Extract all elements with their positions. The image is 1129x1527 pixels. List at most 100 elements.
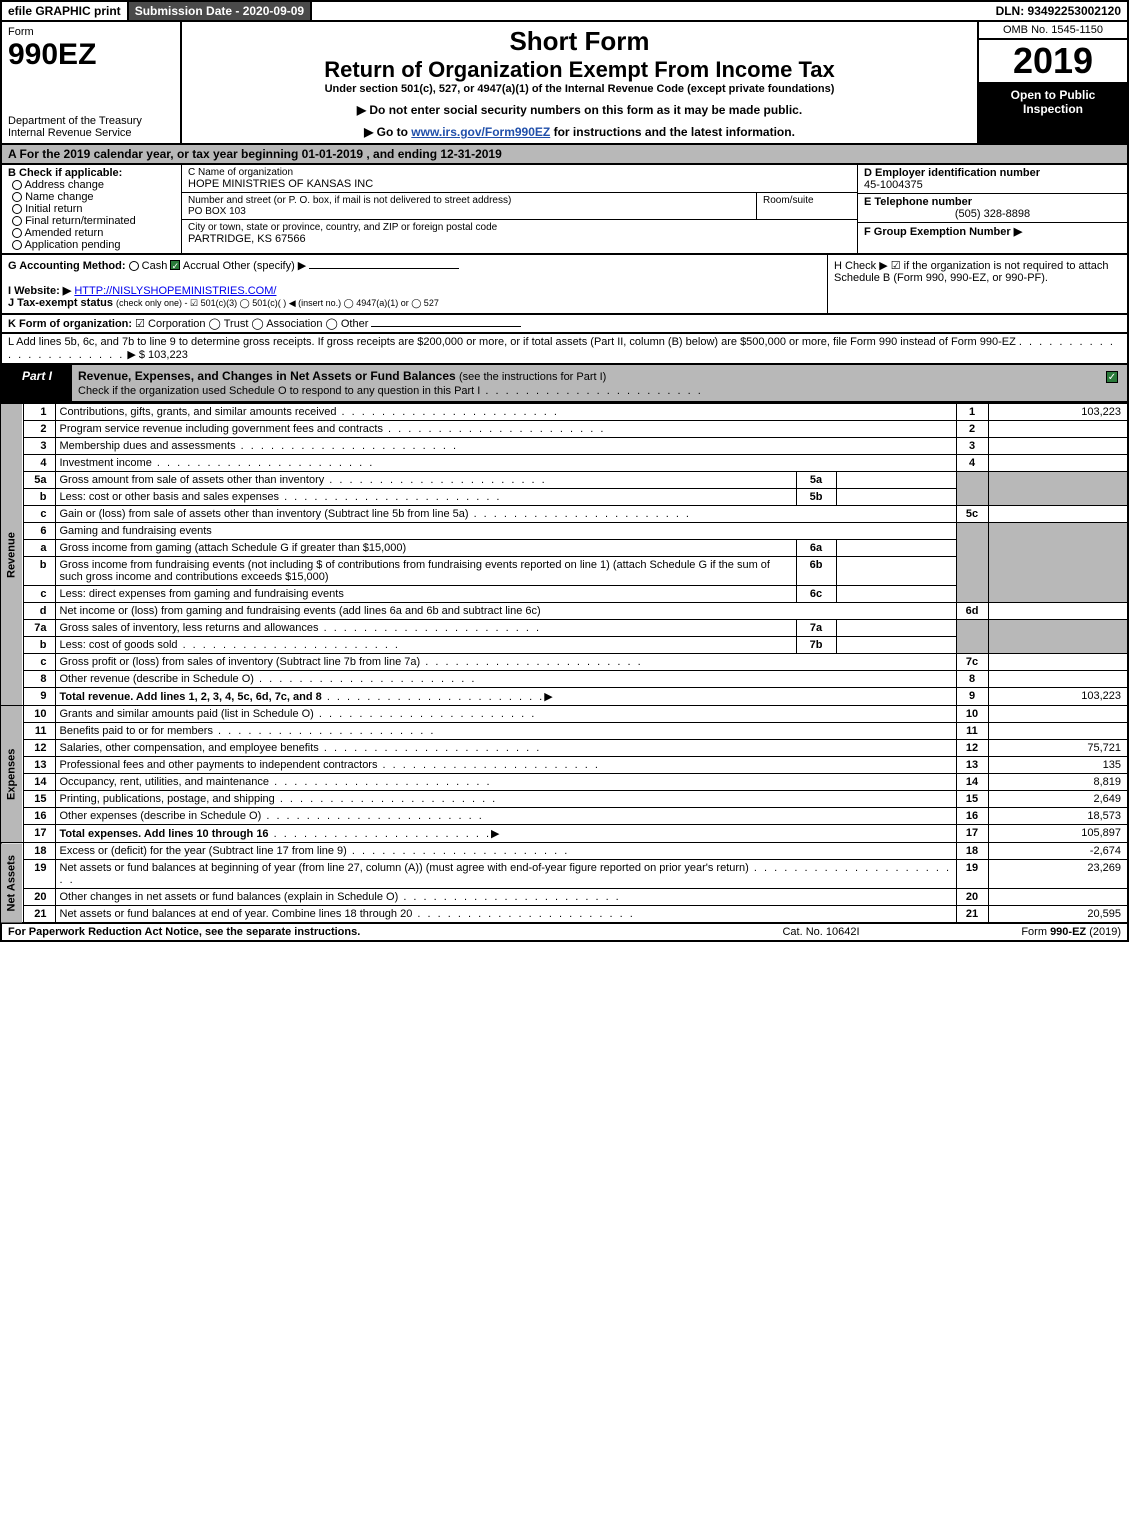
g-other[interactable]: Other (specify) ▶ <box>223 260 307 272</box>
ein-label: D Employer identification number <box>864 167 1040 179</box>
note-goto-post: for instructions and the latest informat… <box>554 125 795 139</box>
line-21-desc: Net assets or fund balances at end of ye… <box>60 908 413 920</box>
line-8-amt <box>988 671 1128 688</box>
efile-print[interactable]: efile GRAPHIC print <box>2 2 129 20</box>
col-c: C Name of organization HOPE MINISTRIES O… <box>182 165 857 253</box>
opt-name-change[interactable]: Name change <box>12 191 175 203</box>
line-13-amt: 135 <box>988 757 1128 774</box>
city-block: City or town, state or province, country… <box>182 220 857 247</box>
website-link[interactable]: HTTP://NISLYSHOPEMINISTRIES.COM/ <box>74 285 276 297</box>
revenue-label: Revenue <box>1 404 23 706</box>
opt-address-change[interactable]: Address change <box>12 179 175 191</box>
line-2-desc: Program service revenue including govern… <box>60 423 383 435</box>
line-18-amt: -2,674 <box>988 843 1128 860</box>
line-1-amt: 103,223 <box>988 404 1128 421</box>
footer-formref: Form 990-EZ (2019) <box>921 926 1121 938</box>
form-label: Form <box>8 26 174 38</box>
line-3-desc: Membership dues and assessments <box>60 440 236 452</box>
line-20-desc: Other changes in net assets or fund bala… <box>60 891 399 903</box>
lines-table: Revenue 1 Contributions, gifts, grants, … <box>0 403 1129 924</box>
k-text: ☑ Corporation ◯ Trust ◯ Association ◯ Ot… <box>135 318 368 330</box>
omb-number: OMB No. 1545-1150 <box>979 22 1127 40</box>
l-text: L Add lines 5b, 6c, and 7b to line 9 to … <box>8 336 1016 348</box>
line-6b-desc: Gross income from fundraising events (no… <box>55 557 796 586</box>
line-14-amt: 8,819 <box>988 774 1128 791</box>
opt-final-return[interactable]: Final return/terminated <box>12 215 175 227</box>
department: Department of the Treasury Internal Reve… <box>8 115 174 139</box>
note-goto: ▶ Go to www.irs.gov/Form990EZ for instru… <box>186 125 973 139</box>
line-18-desc: Excess or (deficit) for the year (Subtra… <box>60 845 347 857</box>
tax-year: 2019 <box>979 40 1127 84</box>
line-10-desc: Grants and similar amounts paid (list in… <box>60 708 314 720</box>
dln: DLN: 93492253002120 <box>990 2 1127 20</box>
header-left: Form 990EZ Department of the Treasury In… <box>2 22 182 143</box>
h-check: H Check ▶ ☑ if the organization is not r… <box>827 255 1127 313</box>
note-ssn: ▶ Do not enter social security numbers o… <box>186 103 973 117</box>
expenses-label: Expenses <box>1 706 23 843</box>
line-4-amt <box>988 455 1128 472</box>
line-12-desc: Salaries, other compensation, and employ… <box>60 742 319 754</box>
line-11-desc: Benefits paid to or for members <box>60 725 213 737</box>
line-6c-desc: Less: direct expenses from gaming and fu… <box>60 588 344 600</box>
line-1-desc: Contributions, gifts, grants, and simila… <box>60 406 337 418</box>
line-6d-amt <box>988 603 1128 620</box>
part1-tab: Part I <box>2 365 72 401</box>
footer-paperwork: For Paperwork Reduction Act Notice, see … <box>8 926 721 938</box>
line-5c-desc: Gain or (loss) from sale of assets other… <box>60 508 469 520</box>
org-name-block: C Name of organization HOPE MINISTRIES O… <box>182 165 857 193</box>
l-amount: ▶ $ 103,223 <box>127 349 187 361</box>
city-label: City or town, state or province, country… <box>188 222 497 233</box>
footer: For Paperwork Reduction Act Notice, see … <box>0 924 1129 942</box>
line-4-desc: Investment income <box>60 457 152 469</box>
line-7a-desc: Gross sales of inventory, less returns a… <box>60 622 319 634</box>
line-8-desc: Other revenue (describe in Schedule O) <box>60 673 254 685</box>
g-accounting: G Accounting Method: Cash ✓ Accrual Othe… <box>2 255 827 313</box>
g-accrual[interactable]: Accrual <box>183 260 220 272</box>
line-14-desc: Occupancy, rent, utilities, and maintena… <box>60 776 270 788</box>
g-cash[interactable]: Cash <box>142 260 168 272</box>
submission-date: Submission Date - 2020-09-09 <box>129 2 312 20</box>
header-right: OMB No. 1545-1150 2019 Open to Public In… <box>977 22 1127 143</box>
dept-irs: Internal Revenue Service <box>8 127 174 139</box>
b-label: B Check if applicable: <box>8 167 175 179</box>
line-2-amt <box>988 421 1128 438</box>
line-16-amt: 18,573 <box>988 808 1128 825</box>
col-b: B Check if applicable: Address change Na… <box>2 165 182 253</box>
col-def: D Employer identification number 45-1004… <box>857 165 1127 253</box>
tel-label: E Telephone number <box>864 196 972 208</box>
city-value: PARTRIDGE, KS 67566 <box>188 233 306 245</box>
form-number: 990EZ <box>8 38 174 72</box>
line-11-amt <box>988 723 1128 740</box>
line-15-desc: Printing, publications, postage, and shi… <box>60 793 275 805</box>
top-bar: efile GRAPHIC print Submission Date - 20… <box>0 0 1129 22</box>
spacer <box>312 2 989 20</box>
org-name-label: C Name of organization <box>188 167 293 178</box>
j-label: J Tax-exempt status <box>8 297 113 309</box>
note-goto-pre: ▶ Go to <box>364 125 411 139</box>
addr-label: Number and street (or P. O. box, if mail… <box>188 195 511 206</box>
line-20-amt <box>988 889 1128 906</box>
opt-application-pending[interactable]: Application pending <box>12 239 175 251</box>
irs-link[interactable]: www.irs.gov/Form990EZ <box>411 125 550 139</box>
line-13-desc: Professional fees and other payments to … <box>60 759 378 771</box>
part1-checkbox[interactable]: ✓ <box>1097 365 1127 401</box>
line-7b-desc: Less: cost of goods sold <box>60 639 178 651</box>
line-17-desc: Total expenses. Add lines 10 through 16 <box>60 828 269 840</box>
k-label: K Form of organization: <box>8 318 132 330</box>
room-label: Room/suite <box>757 193 857 219</box>
open-inspection: Open to Public Inspection <box>979 84 1127 143</box>
line-9-desc: Total revenue. Add lines 1, 2, 3, 4, 5c,… <box>60 691 322 703</box>
header: Form 990EZ Department of the Treasury In… <box>0 22 1129 145</box>
line-15-amt: 2,649 <box>988 791 1128 808</box>
opt-initial-return[interactable]: Initial return <box>12 203 175 215</box>
part1-header: Part I Revenue, Expenses, and Changes in… <box>0 365 1129 403</box>
line-6a-desc: Gross income from gaming (attach Schedul… <box>55 540 796 557</box>
opt-amended-return[interactable]: Amended return <box>12 227 175 239</box>
header-mid: Short Form Return of Organization Exempt… <box>182 22 977 143</box>
line-19-amt: 23,269 <box>988 860 1128 889</box>
addr-value: PO BOX 103 <box>188 206 246 217</box>
line-3-amt <box>988 438 1128 455</box>
return-title: Return of Organization Exempt From Incom… <box>186 57 973 83</box>
dept-treasury: Department of the Treasury <box>8 115 174 127</box>
footer-catno: Cat. No. 10642I <box>721 926 921 938</box>
